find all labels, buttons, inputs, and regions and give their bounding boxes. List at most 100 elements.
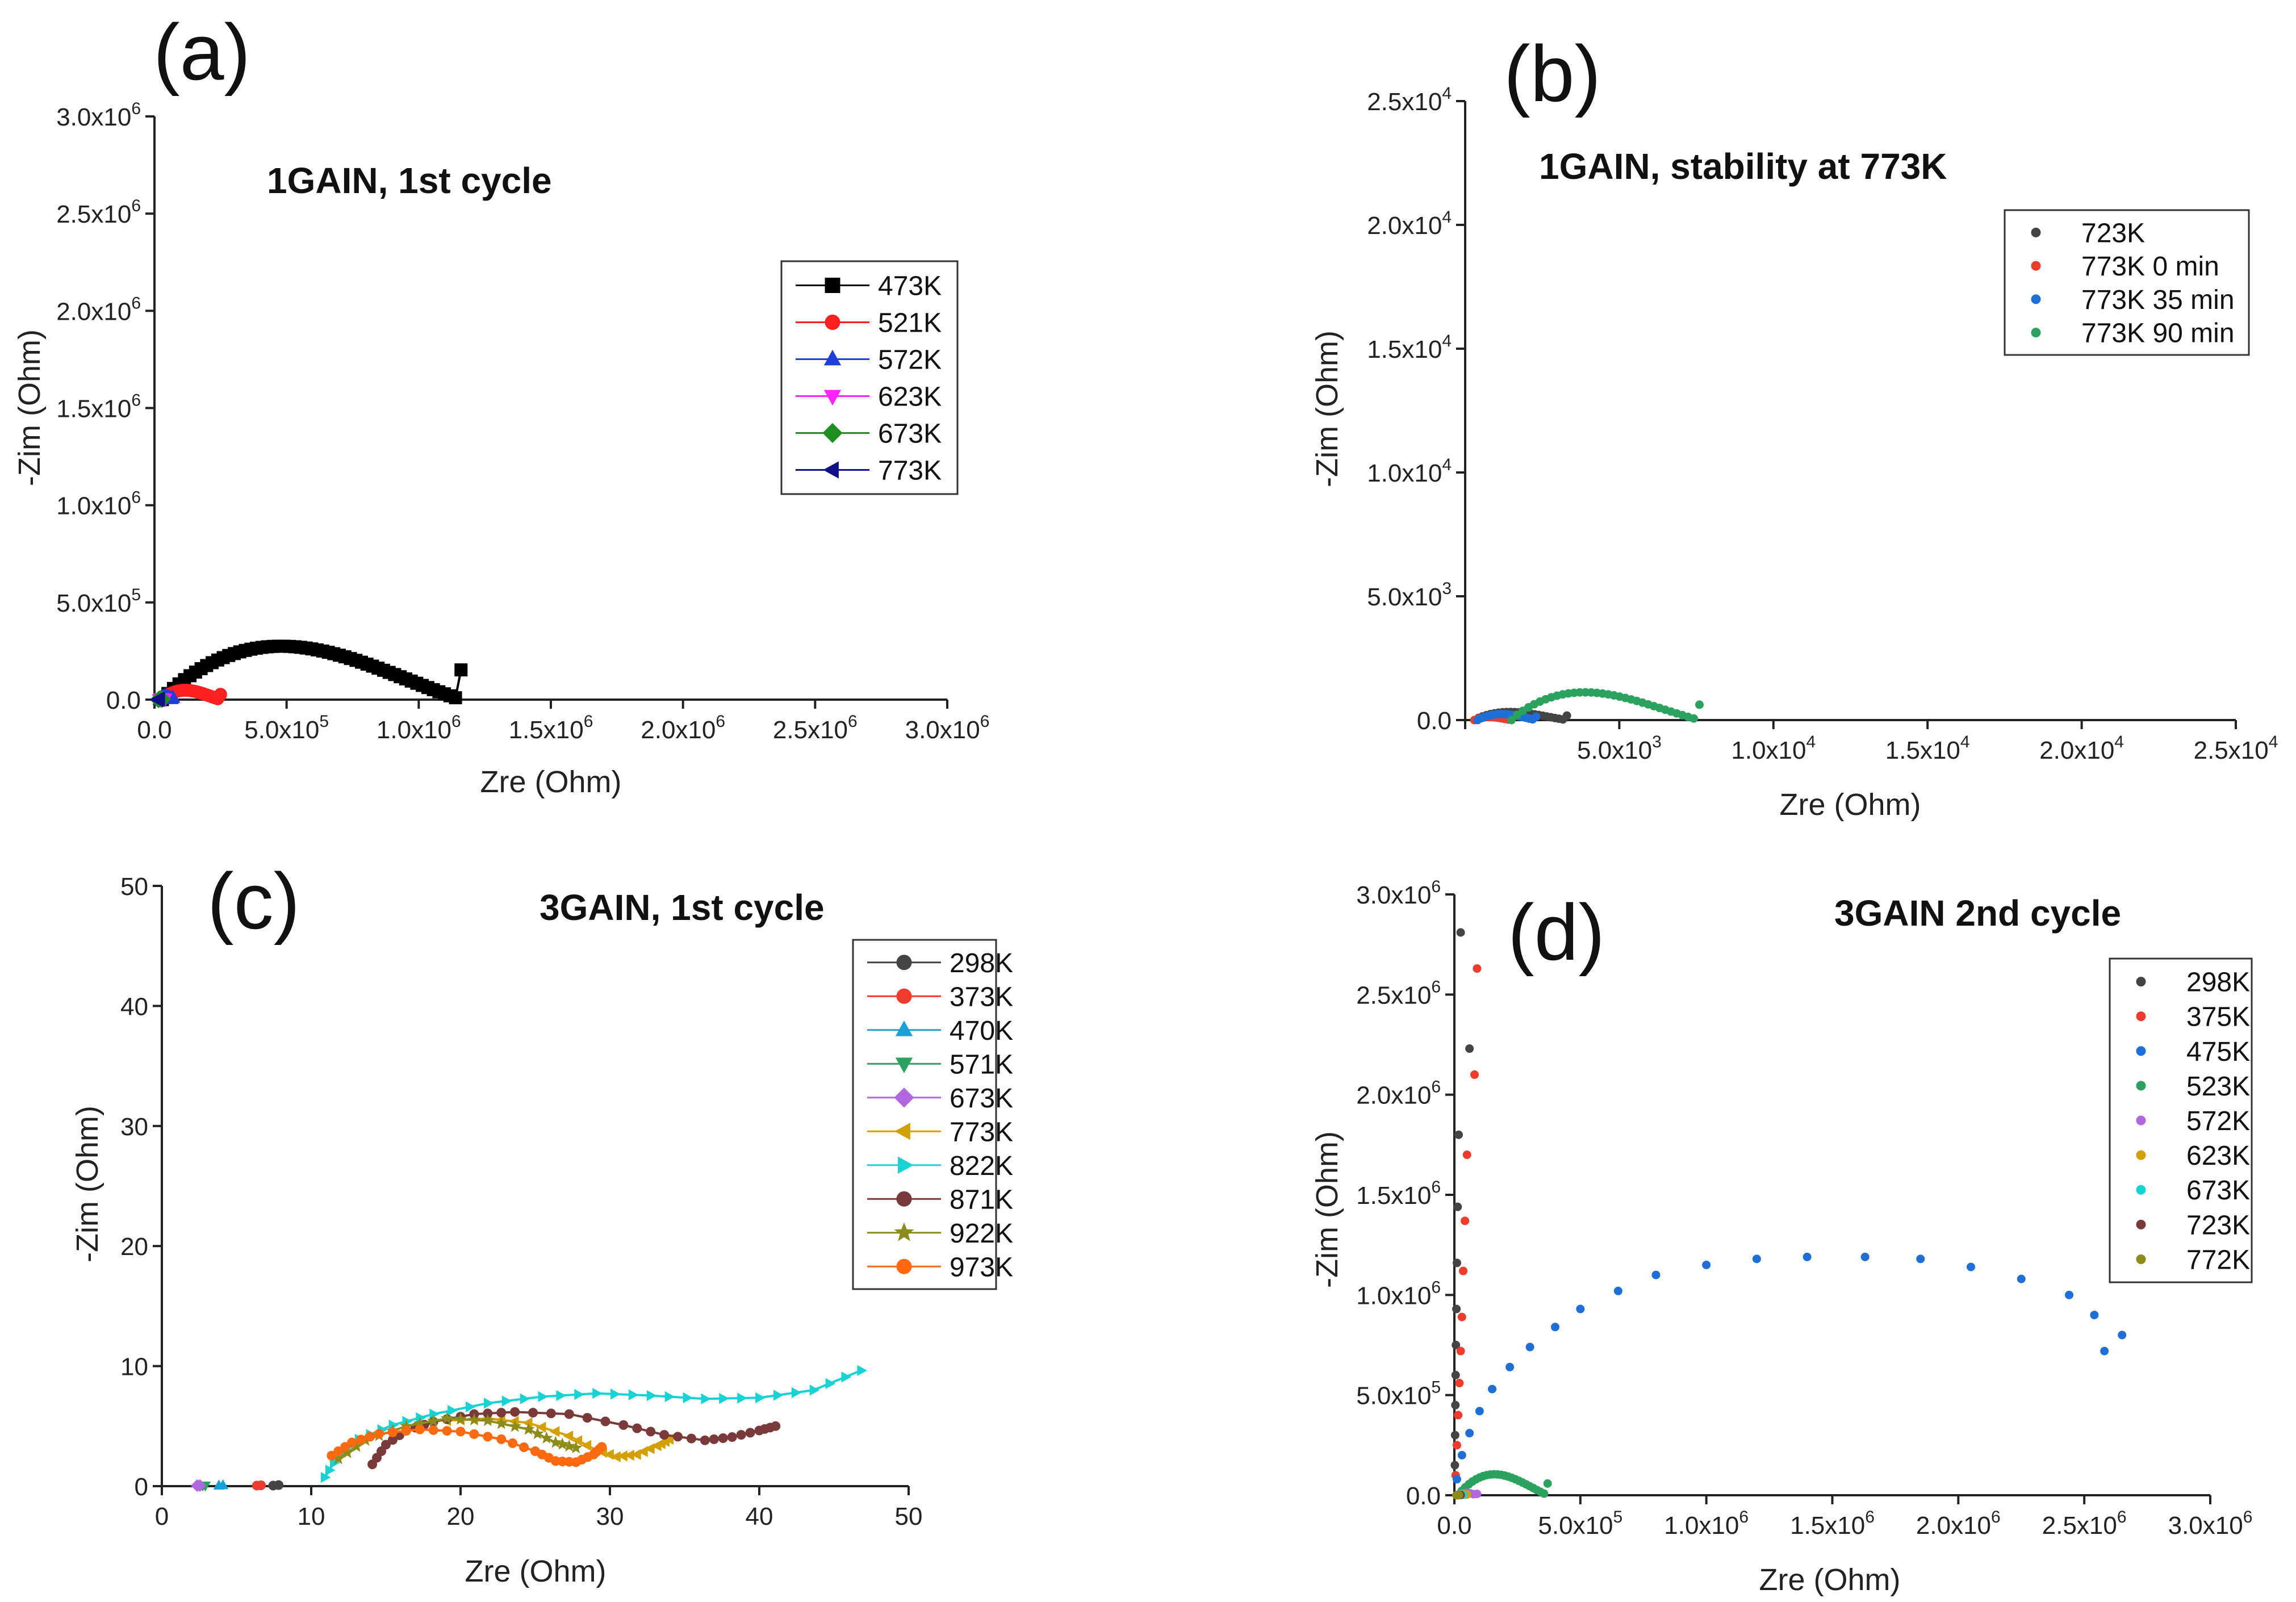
legend-box	[2004, 209, 2250, 356]
data-point	[1860, 1252, 1870, 1261]
legend-marker	[2031, 227, 2041, 237]
y-axis-label: -Zim (Ohm)	[12, 329, 47, 486]
data-point	[193, 1479, 207, 1492]
panel-letter: (c)	[207, 856, 300, 946]
data-point	[1576, 1304, 1585, 1314]
legend-entry: 470K	[950, 1016, 1013, 1046]
data-point	[2017, 1274, 2026, 1283]
x-tick-label: 2.5x106	[2042, 1508, 2127, 1540]
data-point	[1452, 1258, 1461, 1268]
panel-letter: (a)	[153, 7, 250, 97]
data-point	[1455, 1379, 1464, 1388]
legend-marker	[896, 1258, 912, 1274]
data-point	[483, 1398, 494, 1409]
data-point	[597, 1442, 607, 1452]
y-tick-label: 1.0x104	[1367, 455, 1452, 487]
data-point	[1916, 1254, 1925, 1264]
data-point	[519, 1442, 529, 1452]
data-point	[659, 1430, 670, 1440]
legend-entry: 772K	[2186, 1245, 2250, 1275]
y-axis-label: -Zim (Ohm)	[1310, 1131, 1344, 1288]
series-773K	[149, 692, 165, 707]
data-point	[481, 1413, 495, 1427]
legend-box	[780, 260, 959, 495]
data-point	[618, 1420, 629, 1430]
legend-marker	[823, 461, 839, 479]
data-point	[556, 1437, 569, 1450]
y-tick-label: 30	[120, 1113, 148, 1141]
legend-entry: 773K	[878, 456, 942, 486]
legend-box	[2109, 957, 2253, 1283]
legend-entry: 773K 90 min	[2081, 319, 2235, 349]
x-tick-label: 50	[895, 1503, 923, 1530]
data-point	[1702, 1260, 1711, 1269]
data-point	[2100, 1346, 2109, 1356]
legend-entry: 723K	[2081, 218, 2145, 248]
data-point	[709, 1434, 719, 1444]
data-point	[469, 1429, 479, 1439]
data-point	[454, 1412, 467, 1425]
data-point	[1450, 1461, 1459, 1470]
legend-entry: 773K 35 min	[2081, 285, 2235, 315]
data-point	[700, 1435, 710, 1445]
data-point	[638, 1446, 648, 1457]
data-point	[1454, 1491, 1463, 1500]
data-point	[501, 1395, 512, 1407]
data-point	[214, 688, 227, 701]
y-tick-label: 1.0x106	[56, 488, 141, 520]
panel-b: 5.0x103 1.0x104 1.5x104 2.0x104 2.5x104 0.0 5.…	[1310, 29, 2278, 822]
y-tick-label: 2.0x106	[56, 294, 141, 325]
data-point	[1465, 1429, 1474, 1438]
legend-entry: 623K	[878, 382, 942, 412]
data-point	[327, 1450, 337, 1461]
x-tick-label: 2.0x104	[2039, 733, 2124, 764]
legend-marker	[898, 1156, 914, 1174]
data-point	[1695, 700, 1704, 709]
data-point	[1507, 716, 1516, 725]
x-tick-label: 1.5x106	[1790, 1508, 1875, 1540]
data-point	[367, 1459, 378, 1470]
axis-lines	[161, 886, 909, 1487]
legend-entry: 773K 0 min	[2081, 252, 2219, 282]
legend-marker	[823, 349, 842, 366]
legend-entry: 373K	[950, 982, 1013, 1012]
x-tick-label: 1.0x106	[1664, 1508, 1749, 1540]
legend-marker	[822, 423, 843, 444]
legend-entry: 973K	[950, 1252, 1013, 1282]
data-point	[771, 1421, 781, 1431]
x-tick-label: 20	[447, 1503, 475, 1530]
legend-entry: 673K	[878, 419, 942, 449]
data-point	[426, 1414, 440, 1427]
data-point	[374, 1429, 384, 1439]
legend-marker	[896, 955, 912, 971]
data-point	[719, 1392, 729, 1404]
legend-entry: 521K	[878, 308, 942, 338]
data-point	[340, 1442, 350, 1452]
data-point	[556, 1390, 566, 1402]
data-point	[1689, 714, 1698, 723]
series-973K	[327, 1424, 607, 1467]
data-point	[2065, 1290, 2074, 1299]
data-point	[333, 1446, 344, 1457]
x-tick-label: 2.5x104	[2194, 733, 2278, 764]
series-470K	[213, 1479, 229, 1490]
series-475K	[1452, 1252, 2127, 1484]
data-point	[673, 1432, 683, 1442]
x-tick-label: 10	[298, 1503, 325, 1530]
y-tick-label: 3.0x106	[56, 99, 141, 131]
data-point	[1752, 1254, 1761, 1264]
legend-entry: 673K	[2186, 1176, 2250, 1206]
y-axis-label: -Zim (Ohm)	[1310, 331, 1344, 487]
data-point	[569, 1441, 583, 1454]
legend-marker	[2136, 977, 2146, 987]
y-tick-label: 1.0x106	[1356, 1278, 1441, 1310]
legend-marker	[896, 988, 912, 1004]
legend: 298K 375K 475K 523K 572K 623K 673K 723K 772K	[2109, 957, 2253, 1283]
data-point	[549, 1436, 562, 1448]
axis-lines	[1464, 101, 2236, 721]
data-point	[841, 1371, 852, 1383]
data-point	[381, 1440, 391, 1450]
data-point	[610, 1388, 621, 1400]
panel-c: 0 10 20 30 40 50 0 10 20 30 40 50 Zre (Ohm) -Zim (Ohm…	[70, 856, 1013, 1588]
